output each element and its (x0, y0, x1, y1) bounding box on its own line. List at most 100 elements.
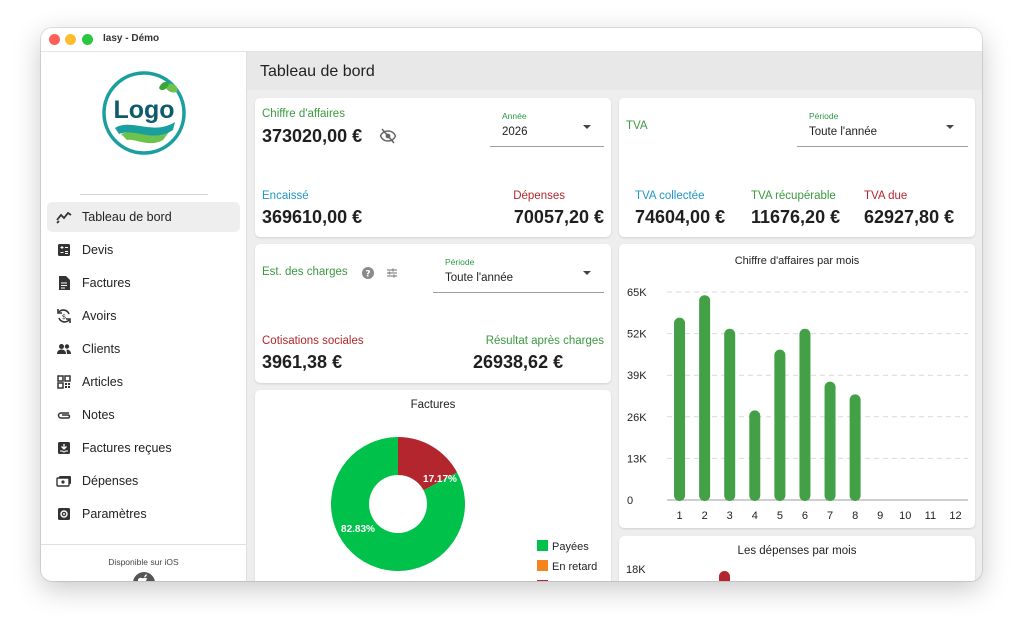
sidebar-item-label: Notes (82, 408, 115, 422)
legend-swatch (537, 560, 548, 571)
sidebar-item-label: Factures reçues (82, 441, 172, 455)
sidebar: Logo Tableau de bord Devis Factures $ (41, 52, 247, 581)
trending-icon (56, 209, 72, 225)
sidebar-item-received-invoices[interactable]: Factures reçues (47, 433, 240, 463)
revenue-value: 373020,00 € (262, 126, 363, 146)
legend-swatch (537, 580, 548, 581)
charges-period-underline (433, 292, 604, 293)
sidebar-item-expenses[interactable]: Dépenses (47, 466, 240, 496)
tva-period-caption: Période (809, 111, 839, 121)
tva-due-label: TVA due (864, 190, 908, 202)
y-tick-label: 52K (627, 329, 647, 341)
expenses-by-month-card: Les dépenses par mois 18K (619, 536, 975, 581)
sidebar-item-settings[interactable]: Paramètres (47, 499, 240, 529)
sidebar-item-label: Dépenses (82, 474, 139, 488)
revenue-card: Chiffre d'affaires 373020,00 € Année 202… (255, 98, 611, 237)
people-icon (56, 341, 72, 357)
sidebar-item-dashboard[interactable]: Tableau de bord (47, 202, 240, 232)
sidebar-item-credit-notes[interactable]: $ Avoirs (47, 301, 240, 331)
social-contributions-label: Cotisations sociales (262, 335, 364, 347)
slice-label-paid: 82.83% (341, 524, 375, 535)
bar-month-8[interactable] (849, 394, 861, 501)
charges-period-caption: Période (445, 257, 475, 267)
title-bar: Iasy - Démo (41, 28, 982, 52)
revenue-by-month-chart: Chiffre d'affaires par mois 0 13K 26K 39K 52K… (627, 255, 968, 522)
page-title: Tableau de bord (260, 63, 375, 80)
tva-title: TVA (626, 120, 648, 132)
chevron-down-icon (583, 271, 591, 275)
expenses-value: 70057,20 € (513, 207, 604, 227)
app-store-button[interactable] (133, 572, 155, 581)
sidebar-item-label: Articles (82, 375, 123, 389)
donut-slice-payées[interactable] (331, 437, 465, 571)
x-tick-label: 1 (676, 510, 682, 522)
slice-label-cancelled: 17.17% (423, 474, 457, 485)
gear-icon (56, 506, 72, 522)
sidebar-item-notes[interactable]: Notes (47, 400, 240, 430)
sidebar-item-label: Devis (82, 243, 114, 257)
help-icon[interactable]: ? (362, 266, 374, 284)
app-window: Iasy - Démo Logo Tableau de bord (41, 28, 982, 581)
document-icon (56, 275, 72, 291)
legend-swatch (537, 540, 548, 551)
ios-availability-text: Disponible sur iOS (108, 557, 179, 567)
y-tick-label: 26K (627, 412, 647, 424)
x-tick-label: 12 (949, 510, 961, 522)
logo-text: Logo (113, 96, 174, 124)
bar-month-7[interactable] (824, 381, 836, 501)
tva-card: TVA Période Toute l'année TVA collectée … (619, 98, 975, 237)
legend-label: En retard (552, 561, 597, 573)
tva-recoverable-label: TVA récupérable (751, 190, 836, 202)
qrcode-icon (56, 374, 72, 390)
expenses-chart-title: Les dépenses par mois (737, 545, 857, 557)
sidebar-item-label: Clients (82, 342, 121, 356)
invoices-chart-card: Factures 17.17% 82.83% Payées En retard Annu… (255, 390, 611, 581)
year-select-underline (490, 146, 604, 147)
bar-month-1[interactable] (674, 317, 686, 501)
sidebar-item-clients[interactable]: Clients (47, 334, 240, 364)
result-after-charges-label: Résultat après charges (485, 335, 604, 347)
sidebar-item-invoices[interactable]: Factures (47, 268, 240, 298)
year-select-value: 2026 (502, 126, 528, 138)
collected-label: Encaissé (262, 190, 309, 202)
revenue-title: Chiffre d'affaires (262, 108, 345, 120)
bar-month-6[interactable] (799, 328, 811, 501)
sidebar-item-articles[interactable]: Articles (47, 367, 240, 397)
refund-icon: $ (56, 308, 72, 324)
svg-text:?: ? (365, 270, 370, 280)
sidebar-item-label: Factures (82, 276, 131, 290)
legend-label: Payées (552, 541, 589, 553)
bar-month-3[interactable] (724, 328, 736, 501)
bar-month-4[interactable] (749, 410, 761, 501)
year-select-caption: Année (502, 111, 527, 121)
tva-period-value: Toute l'année (809, 126, 878, 138)
x-tick-label: 8 (852, 510, 858, 522)
sidebar-item-label: Paramètres (82, 507, 147, 521)
x-tick-label: 7 (827, 510, 833, 522)
sidebar-footer-divider (41, 544, 246, 545)
inbox-icon (56, 440, 72, 456)
zoom-window-button[interactable] (82, 34, 93, 45)
x-tick-label: 5 (777, 510, 783, 522)
bar-month-2[interactable] (699, 295, 711, 501)
tune-icon[interactable] (386, 266, 398, 284)
donut-slice-annulées[interactable] (398, 437, 458, 491)
charges-title: Est. des charges (262, 266, 348, 278)
x-tick-label: 4 (752, 510, 758, 522)
x-tick-label: 11 (925, 510, 936, 522)
window-title: Iasy - Démo (103, 33, 160, 44)
x-tick-label: 3 (727, 510, 733, 522)
svg-text:$: $ (62, 313, 66, 321)
expenses-chart-y-tick: 18K (626, 564, 646, 576)
y-tick-label: 0 (627, 495, 633, 507)
sidebar-item-quotes[interactable]: Devis (47, 235, 240, 265)
tva-collected-label: TVA collectée (635, 190, 705, 202)
minimize-window-button[interactable] (65, 34, 76, 45)
sidebar-item-label: Tableau de bord (82, 210, 172, 224)
x-tick-label: 9 (877, 510, 883, 522)
close-window-button[interactable] (49, 34, 60, 45)
visibility-off-icon[interactable] (379, 127, 397, 150)
bar-chart-title: Chiffre d'affaires par mois (735, 255, 860, 267)
bar-month-5[interactable] (774, 349, 786, 501)
